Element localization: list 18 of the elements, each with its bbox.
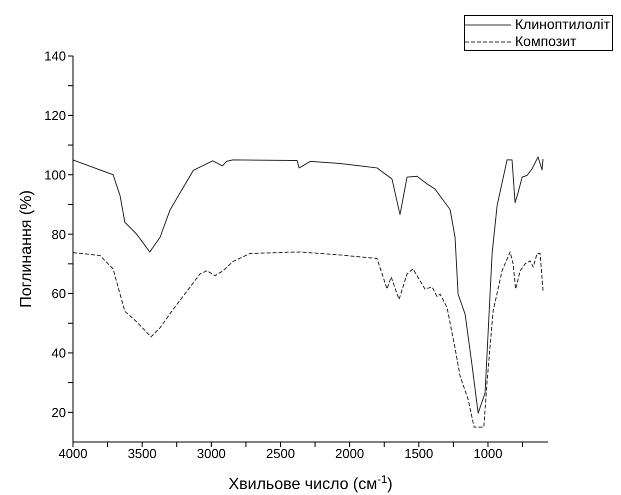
- y-tick-label: 120: [44, 108, 66, 123]
- x-tick-label: 3000: [196, 446, 226, 462]
- x-tick-label: 4000: [58, 446, 88, 462]
- y-tick-label: 40: [52, 346, 66, 361]
- x-tick-label: 1000: [474, 446, 502, 462]
- y-axis-title: Поглинання (%): [18, 190, 35, 308]
- y-tick-label: 20: [52, 404, 66, 420]
- y-tick-label: 60: [52, 286, 66, 302]
- x-tick-label: 1500: [404, 446, 434, 462]
- y-tick-label: 80: [52, 226, 66, 242]
- x-tick-label: 2500: [266, 446, 295, 462]
- x-tick-label: 2000: [335, 446, 364, 462]
- x-axis-title: Хвильове число (см$^{-1}$): [228, 474, 393, 493]
- legend-label: Клиноптилоліт: [515, 16, 610, 33]
- y-tick-label: 100: [44, 167, 66, 182]
- legend-label: Композит: [515, 33, 576, 50]
- x-tick-label: 3500: [128, 446, 157, 462]
- y-tick-label: 140: [44, 48, 66, 64]
